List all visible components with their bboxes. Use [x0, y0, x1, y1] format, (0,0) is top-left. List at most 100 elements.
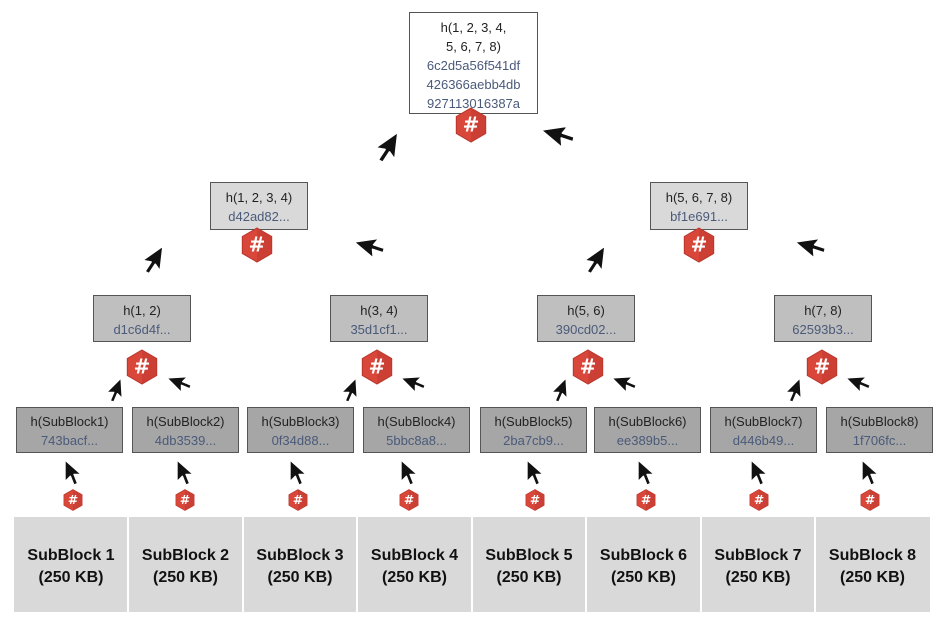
block-divider: [814, 517, 816, 612]
leaf-hash-node-3: h(SubBlock3) 0f34d88...: [247, 407, 354, 453]
subblock-name: SubBlock 1: [27, 547, 115, 564]
subblock-name: SubBlock 8: [828, 547, 917, 564]
subblock-name: SubBlock 4: [370, 547, 459, 564]
root-label-line1: h(1, 2, 3, 4,: [440, 20, 507, 35]
arrow-cursor-icon: [794, 226, 831, 262]
arrow-cursor-icon: [400, 366, 430, 396]
node-label: h(SubBlock4): [377, 414, 456, 429]
pair-hash-node-7-8: h(7, 8) 62593b3...: [774, 295, 872, 342]
arrow-cursor-icon: [782, 377, 812, 407]
hash-icon: [636, 489, 656, 511]
node-hash: 62593b3...: [792, 322, 854, 337]
root-hash-line3: 927113016387a: [426, 96, 521, 111]
node-hash: 5bbc8a8...: [386, 433, 447, 448]
node-label: h(7, 8): [804, 303, 842, 318]
leaf-hash-node-8: h(SubBlock8) 1f706fc...: [826, 407, 933, 453]
arrow-cursor-icon: [176, 459, 194, 486]
root-label-line2: 5, 6, 7, 8): [446, 39, 501, 54]
node-label: h(1, 2, 3, 4): [225, 190, 293, 205]
hash-icon: [126, 349, 158, 385]
arrow-cursor-icon: [353, 226, 390, 262]
node-label: h(SubBlock1): [30, 414, 109, 429]
subblock-name: SubBlock 2: [141, 547, 230, 564]
arrow-cursor-icon: [526, 459, 544, 486]
hash-icon: [361, 349, 393, 385]
arrow-cursor-icon: [64, 459, 82, 486]
hash-icon: [241, 227, 273, 263]
block-divider: [356, 517, 358, 612]
leaf-hash-node-1: h(SubBlock1) 743bacf...: [16, 407, 123, 453]
node-label: h(SubBlock7): [724, 414, 803, 429]
arrow-cursor-icon: [611, 366, 641, 396]
leaf-hash-node-4: h(SubBlock4) 5bbc8a8...: [363, 407, 470, 453]
arrow-cursor-icon: [540, 113, 580, 152]
subblock-size: (250 KB): [725, 569, 791, 586]
node-hash: 743bacf...: [40, 433, 99, 448]
subblock-size: (250 KB): [496, 569, 562, 586]
node-hash: 390cd02...: [555, 322, 617, 337]
block-divider: [471, 517, 473, 612]
subblock-1: SubBlock 1 (250 KB): [14, 517, 128, 612]
hash-icon: [806, 349, 838, 385]
subblock-name: SubBlock 5: [485, 547, 573, 564]
subblock-size: (250 KB): [267, 569, 333, 586]
subblock-name: SubBlock 6: [599, 547, 688, 564]
subblock-name: SubBlock 3: [256, 547, 344, 564]
node-label: h(5, 6): [567, 303, 605, 318]
arrow-cursor-icon: [289, 459, 307, 486]
hash-icon: [455, 107, 487, 143]
subblock-name: SubBlock 7: [714, 547, 802, 564]
subblock-size: (250 KB): [153, 569, 218, 586]
node-label: h(SubBlock3): [261, 414, 340, 429]
root-hash-line1: 6c2d5a56f541df: [426, 58, 521, 73]
node-hash: 2ba7cb9...: [503, 433, 564, 448]
block-divider: [700, 517, 702, 612]
arrow-cursor-icon: [580, 245, 617, 280]
node-hash: d1c6d4f...: [113, 322, 171, 337]
arrow-cursor-icon: [138, 245, 175, 280]
node-label: h(3, 4): [360, 303, 398, 318]
subblock-3: SubBlock 3 (250 KB): [243, 517, 357, 612]
arrow-cursor-icon: [400, 459, 418, 486]
node-hash: d42ad82...: [228, 209, 290, 224]
arrow-cursor-icon: [103, 377, 133, 407]
subblock-size: (250 KB): [38, 569, 104, 586]
arrow-cursor-icon: [750, 459, 768, 486]
node-hash: 35d1cf1...: [350, 322, 408, 337]
pair-hash-node-5-6: h(5, 6) 390cd02...: [537, 295, 635, 342]
hash-icon: [525, 489, 545, 511]
node-hash: 0f34d88...: [271, 433, 330, 448]
quad-hash-node-5-8: h(5, 6, 7, 8) bf1e691...: [650, 182, 748, 230]
node-hash: 1f706fc...: [852, 433, 907, 448]
subblock-6: SubBlock 6 (250 KB): [586, 517, 701, 612]
subblock-2: SubBlock 2 (250 KB): [128, 517, 243, 612]
root-hash-line2: 426366aebb4db: [426, 77, 521, 92]
node-label: h(SubBlock5): [494, 414, 573, 429]
hash-icon: [860, 489, 880, 511]
arrow-cursor-icon: [338, 377, 368, 407]
subblock-size: (250 KB): [611, 569, 676, 586]
leaf-hash-node-5: h(SubBlock5) 2ba7cb9...: [480, 407, 587, 453]
block-divider: [242, 517, 244, 612]
node-hash: d446b49...: [732, 433, 795, 448]
leaf-hash-node-7: h(SubBlock7) d446b49...: [710, 407, 817, 453]
block-divider: [127, 517, 129, 612]
hash-icon: [683, 227, 715, 263]
node-hash: 4db3539...: [154, 433, 217, 448]
arrow-cursor-icon: [637, 459, 655, 486]
subblock-8: SubBlock 8 (250 KB): [815, 517, 930, 612]
hash-icon: [63, 489, 83, 511]
node-label: h(SubBlock8): [840, 414, 919, 429]
hash-icon: [288, 489, 308, 511]
subblock-size: (250 KB): [382, 569, 447, 586]
node-label: h(5, 6, 7, 8): [665, 190, 733, 205]
leaf-hash-node-2: h(SubBlock2) 4db3539...: [132, 407, 239, 453]
hash-icon: [572, 349, 604, 385]
hash-icon: [399, 489, 419, 511]
pair-hash-node-1-2: h(1, 2) d1c6d4f...: [93, 295, 191, 342]
block-divider: [585, 517, 587, 612]
subblock-size: (250 KB): [840, 569, 905, 586]
arrow-cursor-icon: [166, 366, 196, 396]
subblock-5: SubBlock 5 (250 KB): [472, 517, 586, 612]
